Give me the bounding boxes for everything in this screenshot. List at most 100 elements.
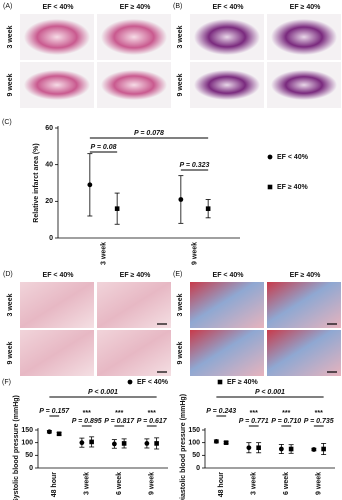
x-tick-label: 3 week: [251, 472, 258, 495]
tissue-section: [271, 70, 337, 100]
tissue-section: [194, 19, 260, 55]
tissue-section: [101, 70, 167, 100]
p-value: P = 0.617: [137, 418, 168, 425]
p-value: P < 0.001: [88, 389, 118, 396]
panel-label: (D): [3, 271, 13, 278]
x-tick-label: 3 week: [84, 472, 91, 495]
column-header: EF < 40%: [43, 4, 75, 11]
y-axis-label: Diastolic blood pressure (mmHg): [180, 394, 187, 500]
significance: ***: [315, 410, 323, 417]
point: [89, 439, 94, 445]
point: [111, 441, 117, 447]
significance: ***: [83, 410, 91, 417]
point: [223, 440, 229, 445]
p-value: P = 0.157: [39, 408, 70, 415]
x-tick-label: 9 week: [149, 472, 156, 495]
panel-label: (E): [173, 271, 182, 278]
legend-marker: [217, 379, 223, 385]
y-tick-label: 50: [192, 452, 200, 459]
y-tick-label: 40: [45, 162, 53, 169]
significance: ***: [250, 410, 258, 417]
legend-marker: [267, 154, 273, 160]
panel-label: (B): [173, 3, 182, 10]
x-tick-label: 9 week: [316, 472, 323, 495]
point: [46, 429, 52, 435]
y-axis-label: Relative infarct area (%): [33, 143, 40, 222]
tissue-image: [20, 282, 94, 328]
p-value: P = 0.817: [104, 418, 135, 425]
point: [79, 440, 85, 446]
point: [246, 445, 252, 451]
p-value: P = 0.08: [90, 144, 116, 151]
column-header: EF ≥ 40%: [290, 4, 321, 11]
point: [178, 197, 184, 202]
tissue-image: [97, 282, 171, 328]
legend-label: EF ≥ 40%: [227, 379, 258, 386]
column-header: EF ≥ 40%: [290, 272, 321, 279]
y-tick-label: 60: [45, 125, 53, 132]
y-tick-label: 0: [196, 465, 200, 472]
tissue-image: [190, 330, 264, 376]
row-label: 3 week: [177, 25, 184, 48]
panel-label: (F): [2, 379, 11, 386]
x-tick-label: 9 week: [191, 242, 198, 265]
y-tick-label: 100: [188, 440, 200, 447]
x-tick-label: 6 week: [116, 472, 123, 495]
column-header: EF < 40%: [43, 272, 75, 279]
tissue-image: [20, 330, 94, 376]
significance: ***: [282, 410, 290, 417]
column-header: EF ≥ 40%: [120, 272, 151, 279]
legend-marker: [267, 184, 273, 190]
tissue-image: [97, 330, 171, 376]
point: [256, 445, 261, 451]
tissue-section: [24, 19, 90, 55]
tissue-section: [194, 70, 260, 100]
y-tick-label: 50: [25, 452, 33, 459]
p-value: P = 0.078: [134, 130, 164, 137]
p-value: P = 0.735: [304, 418, 334, 425]
tissue-image: [267, 282, 341, 328]
p-value: P = 0.771: [239, 418, 269, 425]
point: [278, 446, 284, 452]
point: [121, 441, 127, 446]
significance: ***: [115, 410, 123, 417]
point: [56, 431, 62, 437]
point: [154, 441, 159, 446]
tissue-section: [24, 70, 90, 100]
row-label: 9 week: [177, 341, 184, 364]
y-tick-label: 20: [45, 198, 53, 205]
p-value: P < 0.001: [255, 389, 285, 396]
tissue-image: [267, 330, 341, 376]
x-tick-label: 48 hour: [218, 472, 225, 498]
row-label: 9 week: [7, 341, 14, 364]
significance: ***: [148, 410, 156, 417]
y-axis-label: Systolic blood pressure (mmHg): [13, 395, 20, 500]
legend-marker: [127, 379, 133, 385]
point: [205, 206, 211, 211]
point: [213, 439, 219, 444]
point: [311, 447, 317, 452]
point: [288, 446, 294, 452]
x-tick-label: 6 week: [283, 472, 290, 495]
row-label: 9 week: [177, 73, 184, 96]
y-tick-label: 150: [188, 427, 200, 434]
y-tick-label: 100: [21, 440, 33, 447]
row-label: 9 week: [7, 73, 14, 96]
legend-label: EF < 40%: [137, 379, 169, 386]
p-value: P = 0.710: [271, 418, 301, 425]
legend-label: EF < 40%: [277, 154, 309, 161]
point: [114, 206, 120, 211]
y-tick-label: 0: [49, 235, 53, 242]
point: [144, 441, 150, 446]
row-label: 3 week: [7, 25, 14, 48]
panel-label: (A): [3, 3, 12, 10]
x-tick-label: 48 hour: [51, 472, 58, 498]
tissue-image: [190, 282, 264, 328]
p-value: P = 0.895: [72, 418, 102, 425]
panel-label: (C): [2, 119, 12, 126]
column-header: EF ≥ 40%: [120, 4, 151, 11]
row-label: 3 week: [7, 293, 14, 316]
point: [321, 446, 326, 452]
tissue-section: [271, 19, 337, 55]
